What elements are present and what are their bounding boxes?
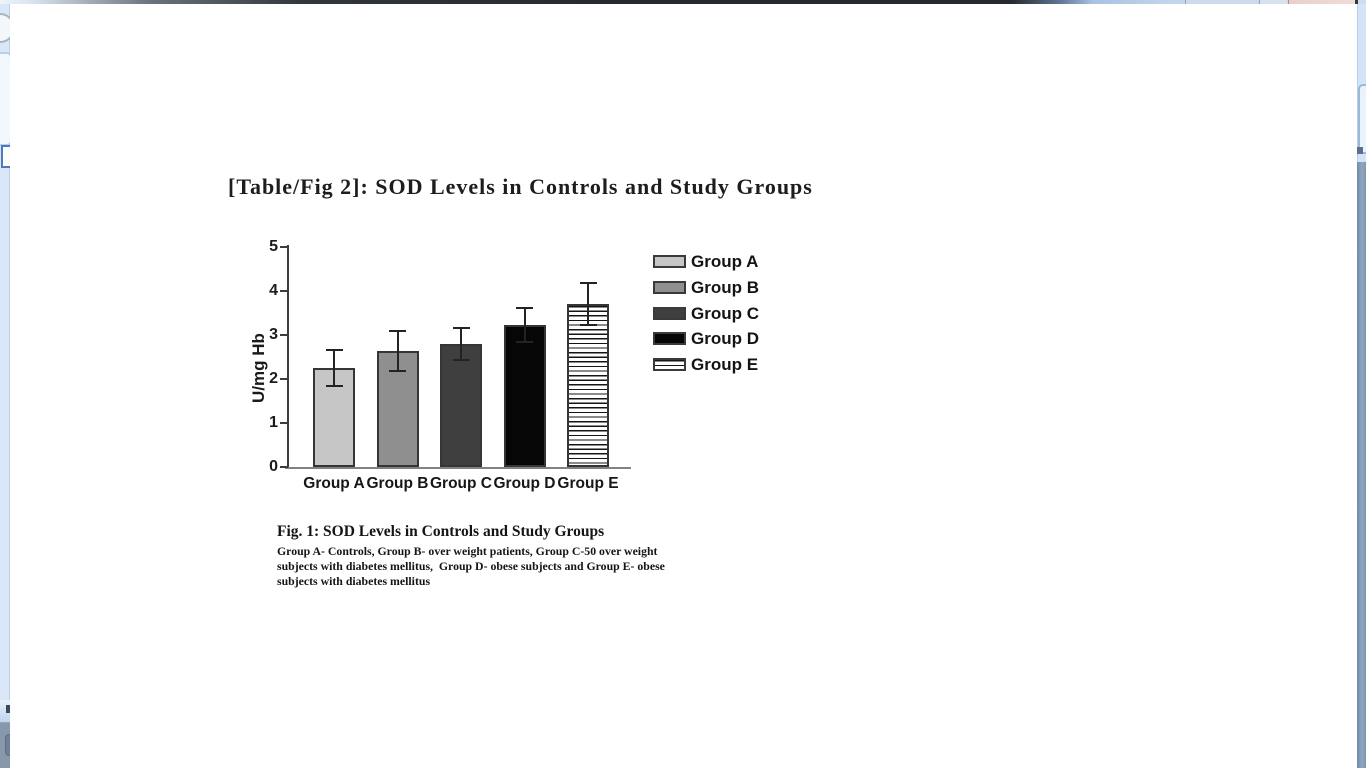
x-axis-line <box>285 467 631 469</box>
legend-label: Group B <box>691 277 759 297</box>
error-bar <box>333 350 335 386</box>
error-bar-cap <box>516 341 533 344</box>
left-chrome-strip <box>0 4 15 700</box>
x-category-label: Group A <box>303 475 365 492</box>
figure-caption: Fig. 1: SOD Levels in Controls and Study… <box>277 523 717 588</box>
y-tick-label: 4 <box>269 282 278 299</box>
y-tick <box>280 290 288 292</box>
y-tick <box>280 466 288 468</box>
y-tick <box>280 422 288 424</box>
bar-group-b <box>376 351 419 467</box>
button-glyph <box>6 705 10 713</box>
scroll-panel-fragment <box>1358 84 1366 154</box>
caption-title: Fig. 1: SOD Levels in Controls and Study… <box>277 523 605 540</box>
legend-swatch <box>653 358 686 372</box>
bar-group-c <box>440 343 482 467</box>
bar-chart-figure: U/mg Hb Group A Group B Group C Group D Grou… <box>249 238 790 508</box>
close-button[interactable] <box>1288 0 1356 5</box>
y-tick <box>280 334 288 336</box>
legend-swatch <box>653 332 686 346</box>
document-content: [Table/Fig 2]: SOD Levels in Controls an… <box>10 4 1357 768</box>
error-bar-cap <box>452 326 470 329</box>
error-bar <box>587 283 589 326</box>
y-tick-label: 1 <box>269 414 278 431</box>
error-bar-cap <box>325 384 343 387</box>
document-page: [Table/Fig 2]: SOD Levels in Controls an… <box>10 4 1357 768</box>
error-bar-cap <box>516 307 533 310</box>
error-bar-cap <box>579 324 597 327</box>
caption-text-line: subjects with diabetes mellitus <box>277 573 431 588</box>
legend-label: Group E <box>691 355 759 375</box>
y-tick-label: 2 <box>269 370 278 387</box>
legend-swatch <box>653 306 686 320</box>
y-tick-label: 3 <box>269 326 278 343</box>
x-category-label: Group C <box>430 475 492 492</box>
error-bar-cap <box>389 330 406 333</box>
error-bar-cap <box>452 358 470 361</box>
statusbar-fragment <box>0 723 15 768</box>
figure-heading: [Table/Fig 2]: SOD Levels in Controls an… <box>228 174 813 199</box>
legend-label: Group C <box>691 303 759 323</box>
error-bar <box>460 327 462 360</box>
scroll-mark <box>1357 147 1363 154</box>
right-chrome-strip <box>1357 4 1366 162</box>
y-tick-label: 5 <box>269 238 278 255</box>
error-bar <box>523 308 526 343</box>
error-bar-cap <box>389 370 406 373</box>
legend-swatch <box>653 280 686 294</box>
window-titlebar-strip <box>0 0 1366 5</box>
legend-swatch <box>653 255 686 268</box>
bar-group-e <box>567 304 609 467</box>
caption-text-line: subjects with diabetes mellitus, Group D… <box>277 558 665 573</box>
y-axis-line <box>287 245 289 469</box>
bar-group-d <box>503 325 546 467</box>
maximize-button[interactable] <box>1259 0 1287 5</box>
y-tick-label: 0 <box>269 458 278 475</box>
legend-label: Group D <box>691 329 759 349</box>
error-bar-cap <box>325 349 343 352</box>
error-bar <box>396 331 399 372</box>
scrollbar-track-fragment[interactable] <box>1357 162 1366 768</box>
bottom-left-button-fragment[interactable] <box>0 700 10 723</box>
caption-text-line: Group A- Controls, Group B- over weight … <box>277 544 658 558</box>
error-bar-cap <box>579 282 597 285</box>
y-tick <box>280 246 288 248</box>
y-tick <box>280 378 288 380</box>
legend-label: Group A <box>691 252 759 271</box>
x-category-label: Group D <box>493 475 556 492</box>
minimize-button[interactable] <box>1185 0 1258 5</box>
x-category-label: Group E <box>557 475 619 492</box>
x-category-label: Group B <box>366 475 429 492</box>
